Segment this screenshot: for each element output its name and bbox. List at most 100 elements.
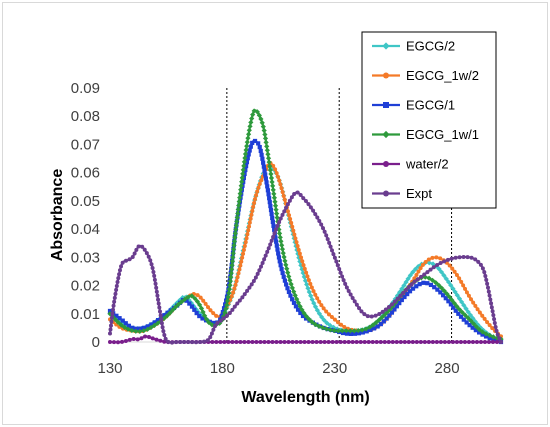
y-tick-label: 0.02 xyxy=(71,278,100,295)
data-point xyxy=(228,270,234,276)
data-point xyxy=(399,297,404,303)
data-point xyxy=(154,285,159,290)
legend-marker xyxy=(383,190,389,197)
data-point xyxy=(367,324,373,330)
data-point xyxy=(148,324,154,331)
data-point xyxy=(257,268,262,273)
data-point xyxy=(422,340,427,344)
data-point xyxy=(237,298,242,303)
data-point xyxy=(342,325,347,330)
data-point xyxy=(264,147,270,153)
data-point xyxy=(262,168,267,173)
data-point xyxy=(267,163,273,169)
data-point xyxy=(329,248,334,253)
data-point xyxy=(327,327,333,333)
data-point xyxy=(311,208,316,213)
data-point xyxy=(478,340,483,344)
data-point xyxy=(247,148,252,153)
data-point xyxy=(112,317,119,323)
data-point xyxy=(224,302,230,308)
data-point xyxy=(284,266,290,272)
data-point xyxy=(314,340,319,344)
data-point xyxy=(409,282,414,287)
data-point xyxy=(210,340,215,344)
data-point xyxy=(476,326,482,333)
data-point xyxy=(268,242,273,247)
data-point xyxy=(265,184,270,189)
data-point xyxy=(302,266,307,271)
data-point xyxy=(297,303,303,309)
data-point xyxy=(249,115,255,122)
y-axis-title: Absorbance xyxy=(49,169,66,262)
data-point xyxy=(229,294,234,299)
legend-marker xyxy=(383,161,389,167)
data-point xyxy=(286,273,292,280)
data-point xyxy=(284,205,289,210)
data-point xyxy=(274,243,279,248)
data-point xyxy=(452,269,457,274)
data-point xyxy=(143,334,148,339)
data-point xyxy=(402,294,407,300)
data-point xyxy=(445,279,452,285)
data-point xyxy=(419,274,424,279)
data-point xyxy=(438,261,443,266)
data-point xyxy=(274,340,279,344)
data-point xyxy=(434,255,439,260)
data-point xyxy=(230,340,235,344)
data-point xyxy=(324,309,329,314)
data-point xyxy=(398,293,403,298)
data-point xyxy=(366,340,371,344)
data-point xyxy=(290,340,295,344)
data-point xyxy=(485,285,490,290)
data-point xyxy=(381,319,386,324)
data-point xyxy=(130,325,135,330)
data-point xyxy=(479,329,486,335)
data-point xyxy=(266,159,272,165)
data-point xyxy=(132,251,137,256)
data-point xyxy=(389,310,395,315)
data-point xyxy=(241,247,246,252)
data-point xyxy=(264,180,269,185)
data-point xyxy=(335,320,340,325)
legend-label: water/2 xyxy=(405,157,449,172)
data-point xyxy=(197,302,203,308)
data-point xyxy=(401,290,406,295)
data-point xyxy=(270,187,276,193)
data-point xyxy=(187,301,192,306)
data-point xyxy=(259,178,264,183)
data-point xyxy=(295,244,300,249)
data-point xyxy=(246,131,252,137)
x-tick-label: 280 xyxy=(435,360,460,377)
data-point xyxy=(226,290,232,296)
data-point xyxy=(227,282,233,288)
data-point xyxy=(296,247,301,252)
data-point xyxy=(292,232,297,237)
data-point xyxy=(202,313,208,319)
data-point xyxy=(235,275,240,280)
data-point xyxy=(225,294,231,300)
data-point xyxy=(155,318,161,323)
data-point xyxy=(492,321,497,326)
data-point xyxy=(493,324,498,329)
data-point xyxy=(352,331,358,336)
data-point xyxy=(116,340,121,345)
data-point xyxy=(226,286,233,292)
data-point xyxy=(472,318,478,325)
data-point xyxy=(110,307,115,312)
data-point xyxy=(363,326,369,332)
data-point xyxy=(116,276,121,281)
data-point xyxy=(161,329,166,334)
data-point xyxy=(310,340,315,344)
data-point xyxy=(456,296,463,302)
data-point xyxy=(227,278,234,284)
data-point xyxy=(243,147,249,153)
data-point xyxy=(478,262,483,267)
data-point xyxy=(301,274,307,280)
data-point xyxy=(430,340,435,344)
data-point xyxy=(299,307,305,313)
data-point xyxy=(451,300,458,306)
data-point xyxy=(322,229,327,234)
data-point xyxy=(113,291,118,296)
data-point xyxy=(378,340,383,344)
data-point xyxy=(403,288,408,293)
